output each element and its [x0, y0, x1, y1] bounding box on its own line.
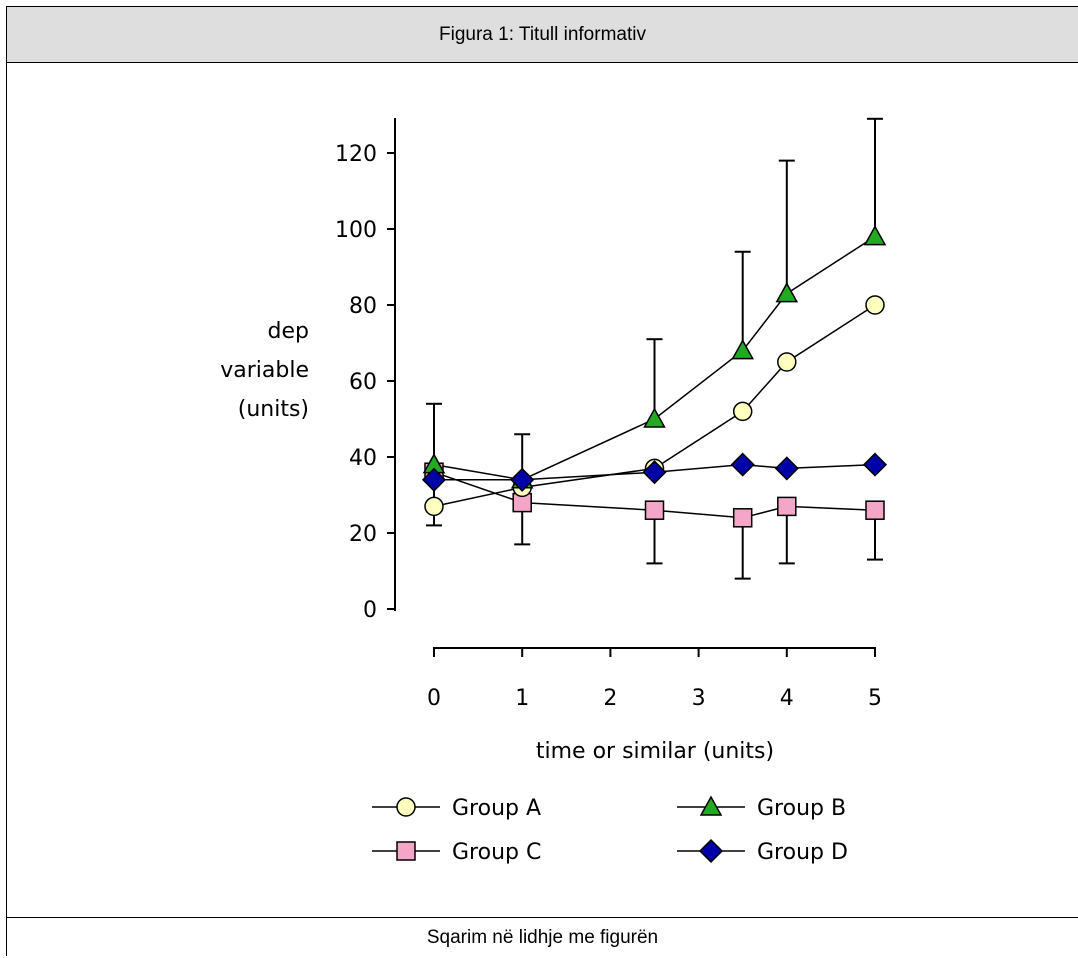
data-point: [863, 225, 887, 246]
legend-marker: [396, 797, 416, 817]
y-axis-label-line: variable: [220, 358, 309, 383]
legend-label: Group D: [757, 840, 848, 865]
data-point: [732, 508, 753, 528]
figure-caption: Sqarim në lidhje me figurën: [7, 917, 1078, 958]
x-tick-label: 0: [427, 686, 441, 711]
data-point: [642, 460, 667, 485]
data-point: [424, 496, 444, 517]
x-axis-label: time or similar (units): [536, 739, 774, 764]
legend-marker: [698, 838, 724, 864]
y-axis-label-line: (units): [238, 397, 309, 422]
data-point: [730, 452, 755, 477]
figure-frame: Figura 1: Titull informativ 0 20 40 60 80 100…: [6, 6, 1078, 958]
data-point: [510, 467, 535, 492]
y-tick-label: 100: [335, 218, 377, 243]
legend-label: Group C: [452, 840, 541, 865]
x-tick-label: 3: [692, 686, 706, 711]
data-point: [777, 352, 797, 372]
data-point: [421, 467, 447, 492]
legend-label: Group A: [452, 796, 541, 821]
series-line: [433, 471, 876, 519]
data-point: [774, 456, 799, 481]
y-tick-label: 80: [349, 294, 377, 319]
series-line: [433, 235, 876, 481]
chart-svg: 0 20 40 60 80 100 120 0 1 2 3 4 5 time or similar (un…: [220, 117, 888, 865]
y-tick-label: 20: [349, 522, 377, 547]
legend-marker: [396, 841, 416, 861]
x-tick-label: 5: [868, 686, 882, 711]
data-point: [777, 496, 797, 517]
data-point: [731, 339, 754, 360]
figure-title: Figura 1: Titull informativ: [7, 7, 1078, 63]
x-tick-label: 1: [515, 686, 529, 711]
y-tick-label: 120: [335, 142, 377, 167]
x-tick-label: 4: [780, 686, 794, 711]
y-tick-label: 40: [349, 446, 377, 471]
series-line: [433, 304, 876, 508]
series-line: [434, 463, 876, 481]
legend-label: Group B: [757, 796, 846, 821]
data-point: [644, 500, 665, 520]
x-tick-label: 2: [603, 686, 617, 711]
data-point: [732, 401, 753, 422]
data-point: [862, 452, 888, 477]
y-tick-label: 0: [363, 598, 377, 623]
y-axis-label-line: dep: [268, 319, 309, 344]
y-tick-label: 60: [349, 370, 377, 395]
data-point: [865, 500, 885, 520]
legend-marker: [699, 795, 723, 816]
data-point: [643, 407, 666, 428]
data-point: [775, 282, 799, 303]
data-point: [865, 295, 885, 315]
